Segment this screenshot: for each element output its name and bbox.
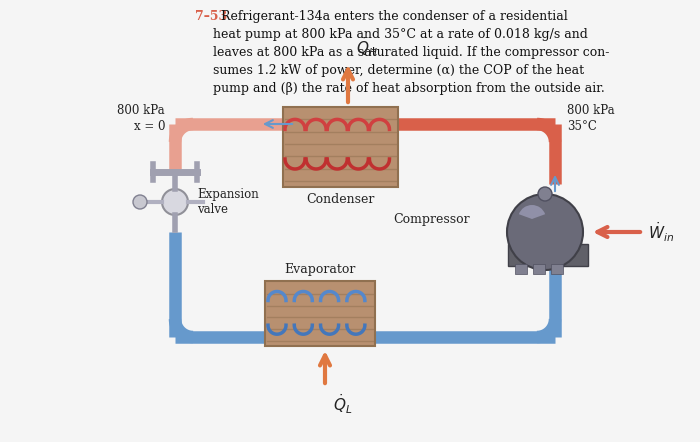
FancyBboxPatch shape [283, 107, 398, 187]
Text: Evaporator: Evaporator [284, 263, 356, 276]
Text: $\dot{Q}_L$: $\dot{Q}_L$ [333, 392, 352, 415]
Circle shape [507, 194, 583, 270]
Text: Compressor: Compressor [393, 213, 470, 225]
Text: Refrigerant-134a enters the condenser of a residential: Refrigerant-134a enters the condenser of… [213, 10, 568, 23]
FancyBboxPatch shape [508, 244, 588, 266]
Circle shape [133, 195, 147, 209]
Circle shape [538, 187, 552, 201]
Text: pump and (β) the rate of heat absorption from the outside air.: pump and (β) the rate of heat absorption… [213, 82, 605, 95]
Circle shape [162, 189, 188, 215]
Text: leaves at 800 kPa as a saturated liquid. If the compressor con-: leaves at 800 kPa as a saturated liquid.… [213, 46, 610, 59]
FancyBboxPatch shape [515, 264, 527, 274]
Text: sumes 1.2 kW of power, determine (α) the COP of the heat: sumes 1.2 kW of power, determine (α) the… [213, 64, 584, 77]
FancyBboxPatch shape [533, 264, 545, 274]
Wedge shape [519, 205, 545, 219]
Text: x = 0: x = 0 [134, 120, 165, 133]
FancyBboxPatch shape [551, 264, 563, 274]
Text: $\dot{W}_{in}$: $\dot{W}_{in}$ [648, 220, 674, 244]
Text: $\dot{Q}_H$: $\dot{Q}_H$ [356, 35, 378, 59]
Text: Expansion
valve: Expansion valve [197, 188, 259, 216]
Text: 35°C: 35°C [567, 120, 597, 133]
FancyBboxPatch shape [265, 281, 375, 346]
Text: Condenser: Condenser [306, 193, 374, 206]
Text: heat pump at 800 kPa and 35°C at a rate of 0.018 kg/s and: heat pump at 800 kPa and 35°C at a rate … [213, 28, 588, 41]
Text: 800 kPa: 800 kPa [567, 104, 615, 117]
Text: 800 kPa: 800 kPa [118, 104, 165, 117]
Text: 7–53: 7–53 [195, 10, 227, 23]
